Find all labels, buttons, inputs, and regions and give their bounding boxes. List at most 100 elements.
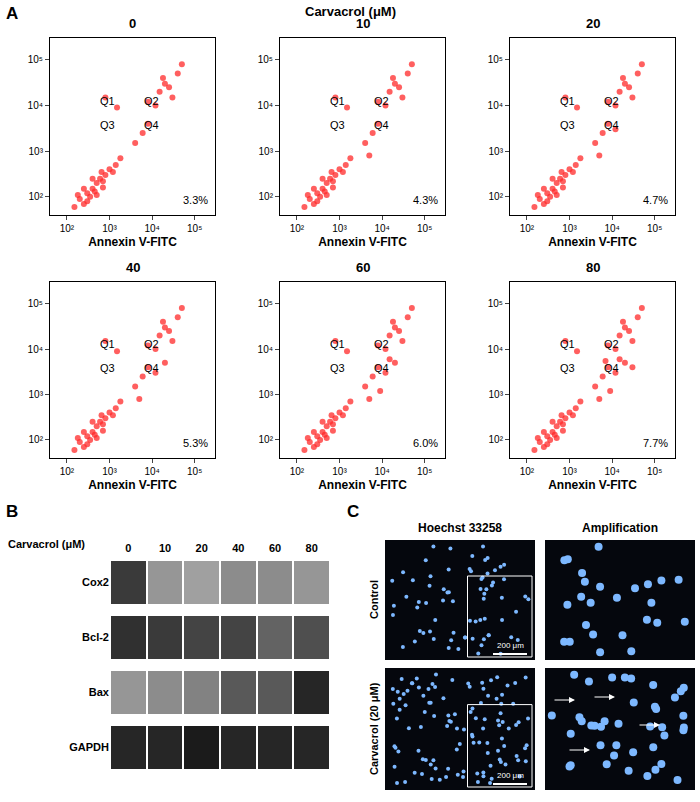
svg-text:Annexin V-FITC: Annexin V-FITC — [88, 235, 177, 249]
svg-text:Q1: Q1 — [330, 95, 345, 107]
svg-text:10⁴: 10⁴ — [258, 100, 273, 111]
svg-text:Annexin V-FITC: Annexin V-FITC — [318, 235, 407, 249]
svg-text:10⁵: 10⁵ — [647, 466, 662, 477]
svg-text:10⁵: 10⁵ — [187, 223, 202, 234]
svg-text:Q1: Q1 — [560, 95, 575, 107]
svg-text:10³: 10³ — [29, 146, 44, 157]
svg-text:Bax: Bax — [89, 686, 110, 698]
svg-text:10⁴: 10⁴ — [488, 100, 503, 111]
svg-text:10⁴: 10⁴ — [488, 344, 503, 355]
svg-text:60: 60 — [269, 542, 281, 554]
svg-text:10⁵: 10⁵ — [258, 54, 273, 65]
svg-text:10⁴: 10⁴ — [374, 466, 389, 477]
svg-text:Annexin V-FITC: Annexin V-FITC — [88, 478, 177, 492]
svg-text:10⁴: 10⁴ — [144, 466, 159, 477]
svg-text:10: 10 — [159, 542, 171, 554]
svg-text:10⁵: 10⁵ — [488, 54, 503, 65]
svg-text:Q3: Q3 — [560, 362, 575, 374]
svg-text:200 μm: 200 μm — [497, 771, 524, 780]
svg-text:10⁵: 10⁵ — [417, 466, 432, 477]
svg-text:4.7%: 4.7% — [643, 194, 668, 206]
svg-text:Annexin V-FITC: Annexin V-FITC — [318, 478, 407, 492]
svg-text:20: 20 — [586, 16, 600, 31]
svg-text:Annexin V-FITC: Annexin V-FITC — [548, 478, 637, 492]
svg-text:Control: Control — [368, 580, 380, 619]
svg-text:10²: 10² — [60, 466, 75, 477]
svg-text:Q2: Q2 — [144, 338, 159, 350]
svg-text:40: 40 — [126, 260, 140, 275]
svg-text:Cox2: Cox2 — [82, 576, 109, 588]
svg-text:Q3: Q3 — [100, 362, 115, 374]
svg-text:10²: 10² — [489, 191, 504, 202]
svg-text:10³: 10³ — [332, 466, 347, 477]
svg-text:Q4: Q4 — [374, 119, 389, 131]
svg-text:Q3: Q3 — [330, 362, 345, 374]
svg-text:GAPDH: GAPDH — [69, 741, 109, 753]
svg-text:Annexin V-FITC: Annexin V-FITC — [548, 235, 637, 249]
svg-text:6.0%: 6.0% — [413, 437, 438, 449]
svg-text:7.7%: 7.7% — [643, 437, 668, 449]
svg-text:10³: 10³ — [332, 223, 347, 234]
svg-text:10³: 10³ — [102, 223, 117, 234]
svg-text:80: 80 — [306, 542, 318, 554]
svg-text:10⁵: 10⁵ — [258, 298, 273, 309]
svg-text:Q1: Q1 — [560, 338, 575, 350]
svg-text:Q3: Q3 — [100, 119, 115, 131]
svg-text:Hoechst 33258: Hoechst 33258 — [418, 521, 502, 535]
svg-text:Q3: Q3 — [330, 119, 345, 131]
svg-text:Q2: Q2 — [604, 338, 619, 350]
svg-text:Amplification: Amplification — [582, 521, 658, 535]
svg-text:10⁴: 10⁴ — [604, 466, 619, 477]
svg-text:10²: 10² — [520, 466, 535, 477]
svg-text:C: C — [347, 502, 359, 521]
svg-text:40: 40 — [232, 542, 244, 554]
svg-text:10⁴: 10⁴ — [258, 344, 273, 355]
svg-text:200 μm: 200 μm — [497, 641, 524, 650]
svg-text:10²: 10² — [290, 223, 305, 234]
svg-text:A: A — [6, 4, 18, 23]
svg-text:Q1: Q1 — [100, 338, 115, 350]
svg-text:10³: 10³ — [489, 146, 504, 157]
svg-text:10⁴: 10⁴ — [28, 100, 43, 111]
svg-text:10²: 10² — [29, 191, 44, 202]
svg-text:Q2: Q2 — [604, 95, 619, 107]
svg-text:Carvacrol (μM): Carvacrol (μM) — [305, 4, 396, 19]
svg-text:10³: 10³ — [102, 466, 117, 477]
svg-text:0: 0 — [125, 542, 131, 554]
svg-text:10²: 10² — [259, 191, 274, 202]
svg-text:Q1: Q1 — [330, 338, 345, 350]
svg-text:10³: 10³ — [29, 389, 44, 400]
svg-text:Bcl-2: Bcl-2 — [82, 631, 109, 643]
svg-text:80: 80 — [586, 260, 600, 275]
svg-text:3.3%: 3.3% — [183, 194, 208, 206]
svg-text:10⁵: 10⁵ — [647, 223, 662, 234]
svg-text:Carvacrol (μM): Carvacrol (μM) — [8, 538, 85, 550]
svg-text:Q4: Q4 — [604, 362, 619, 374]
svg-text:10⁴: 10⁴ — [28, 344, 43, 355]
svg-text:Q4: Q4 — [374, 362, 389, 374]
svg-text:10²: 10² — [60, 223, 75, 234]
svg-text:60: 60 — [356, 260, 370, 275]
svg-text:10⁵: 10⁵ — [28, 298, 43, 309]
svg-text:10⁵: 10⁵ — [417, 223, 432, 234]
svg-text:Carvacrol (20 μM): Carvacrol (20 μM) — [368, 682, 380, 775]
svg-text:B: B — [6, 502, 18, 521]
svg-text:Q4: Q4 — [144, 119, 159, 131]
svg-text:10²: 10² — [489, 434, 504, 445]
svg-text:10³: 10³ — [562, 466, 577, 477]
svg-text:10⁴: 10⁴ — [604, 223, 619, 234]
svg-text:10²: 10² — [29, 434, 44, 445]
svg-text:Q1: Q1 — [100, 95, 115, 107]
svg-text:10⁵: 10⁵ — [488, 298, 503, 309]
svg-text:Q2: Q2 — [374, 338, 389, 350]
svg-text:10⁴: 10⁴ — [144, 223, 159, 234]
svg-text:Q4: Q4 — [604, 119, 619, 131]
svg-text:10: 10 — [356, 16, 370, 31]
svg-text:10⁵: 10⁵ — [28, 54, 43, 65]
svg-text:0: 0 — [129, 16, 136, 31]
svg-text:Q2: Q2 — [374, 95, 389, 107]
svg-text:Q4: Q4 — [144, 362, 159, 374]
svg-text:10³: 10³ — [259, 146, 274, 157]
svg-text:Q3: Q3 — [560, 119, 575, 131]
svg-text:10⁴: 10⁴ — [374, 223, 389, 234]
